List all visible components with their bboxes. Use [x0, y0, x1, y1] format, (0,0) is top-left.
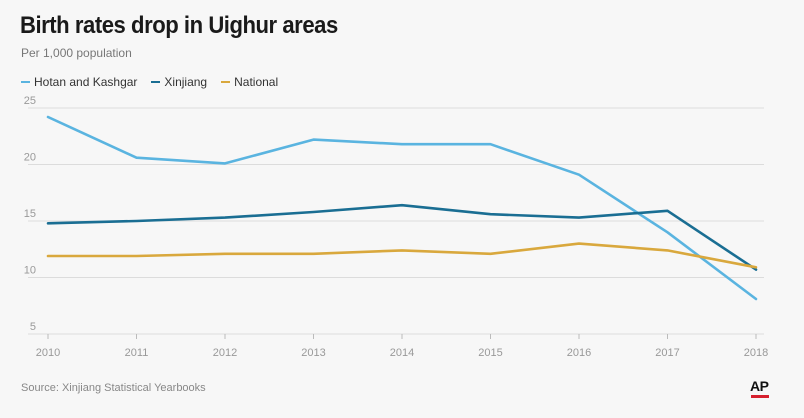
ap-logo-underline [751, 395, 769, 398]
series-line-national [46, 242, 758, 269]
x-tick-label-2012: 2012 [213, 347, 237, 359]
x-tick-label-2013: 2013 [301, 347, 325, 359]
y-tick-label-10: 10 [24, 265, 36, 277]
y-tick-label-15: 15 [24, 208, 36, 220]
legend-item-hotan-kashgar: Hotan and Kashgar [21, 75, 137, 89]
x-tick-label-2014: 2014 [390, 347, 414, 359]
chart-subtitle: Per 1,000 population [21, 46, 132, 60]
legend-swatch-national [221, 81, 231, 83]
x-tick-label-2015: 2015 [478, 347, 502, 359]
legend-label-hotan-kashgar: Hotan and Kashgar [34, 75, 138, 89]
legend-swatch-xinjiang [151, 81, 161, 83]
legend-swatch-hotan-kashgar [21, 81, 30, 83]
y-tick-label-20: 20 [24, 152, 36, 164]
legend-item-xinjiang: Xinjiang [151, 75, 207, 89]
legend-label-xinjiang: Xinjiang [164, 75, 208, 89]
x-tick-label-2016: 2016 [567, 347, 591, 359]
x-tick-label-2011: 2011 [125, 347, 149, 359]
source-note: Source: Xinjiang Statistical Yearbooks [21, 382, 206, 394]
chart-title: Birth rates drop in Uighur areas [20, 12, 338, 39]
legend-item-national: National [221, 75, 278, 89]
y-tick-label-5: 5 [30, 321, 36, 333]
ap-logo: AP [750, 378, 769, 394]
legend-label-national: National [234, 75, 279, 89]
x-tick-label-2010: 2010 [36, 347, 60, 359]
x-tick-label-2018: 2018 [744, 347, 768, 359]
series-line-xinjiang [46, 203, 758, 271]
x-tick-label-2017: 2017 [655, 347, 679, 359]
y-tick-label-25: 25 [24, 95, 36, 107]
chart-legend: Hotan and Kashgar Xinjiang National [21, 75, 292, 89]
